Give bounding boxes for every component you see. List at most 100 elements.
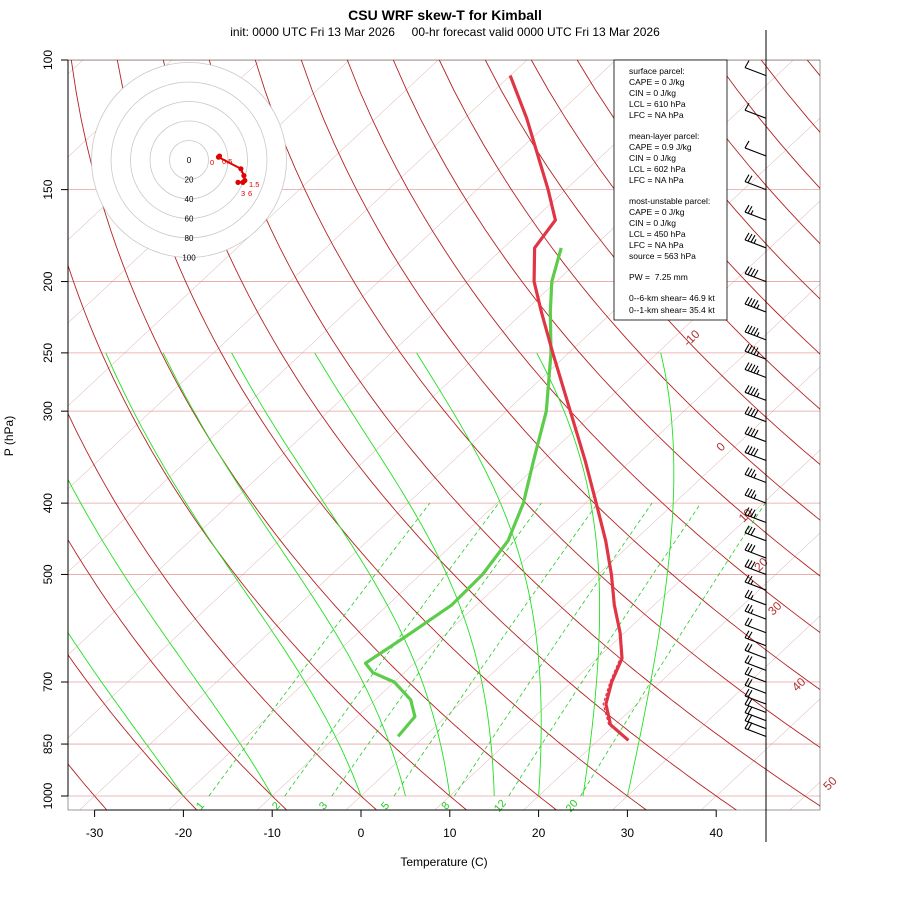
- wind-barb: [744, 643, 767, 659]
- barb-flag: [744, 713, 750, 721]
- moist-adiabat: [162, 352, 406, 797]
- mean-layer-heading: mean-layer parcel:: [629, 131, 699, 141]
- moist-adiabat: [314, 352, 495, 796]
- hodograph-height-label: 6: [248, 189, 252, 198]
- barb-flag: [747, 560, 753, 568]
- hodograph-height-label: 3: [241, 189, 245, 198]
- hodograph-height-label: 1: [240, 166, 244, 175]
- mixing-ratio-line: [284, 502, 500, 797]
- profiles: [363, 75, 630, 742]
- precipitable-water: PW = 7.25 mm: [629, 272, 688, 282]
- isotherm-label: 50: [820, 774, 840, 794]
- wind-barb: [744, 559, 767, 575]
- barb-flag: [744, 426, 750, 434]
- y-tick-label: 700: [41, 672, 55, 692]
- surface-parcel-heading: surface parcel:: [629, 66, 685, 76]
- most-unstable-lfc: LFC = NA hPa: [629, 240, 684, 250]
- dry-adiabat: [70, 60, 558, 810]
- x-tick-label: 40: [710, 826, 724, 840]
- moist-adiabat: [536, 352, 601, 797]
- mixing-ratio-label: 12: [492, 798, 509, 815]
- dewpoint-profile: [363, 247, 563, 738]
- barb-flag: [747, 543, 753, 552]
- wind-barb: [744, 232, 767, 249]
- barb-flag: [744, 445, 750, 453]
- barb-flag: [753, 429, 759, 438]
- hodograph-ring-label: 20: [185, 176, 194, 185]
- isotherm-line: [434, 449, 820, 810]
- dry-adiabat: [530, 60, 820, 410]
- barb-flag: [744, 140, 750, 149]
- moist-adiabat: [68, 478, 273, 797]
- wind-barb: [744, 507, 767, 524]
- chart-subtitle: init: 0000 UTC Fri 13 Mar 2026 00-hr for…: [230, 25, 660, 39]
- dry-adiabat: [853, 60, 900, 812]
- dry-adiabat: [438, 60, 820, 521]
- surface-cin: CIN = 0 J/kg: [629, 88, 676, 98]
- y-axis: 100 150 200 250 300 400 500 700 850 1000: [41, 50, 69, 809]
- barb-flag: [747, 386, 753, 394]
- dry-adiabat: [162, 60, 738, 810]
- moist-adiabat: [68, 631, 184, 797]
- barb-flag: [750, 561, 756, 570]
- hodograph-height-label: 0: [210, 158, 214, 167]
- x-tick-label: -20: [175, 826, 193, 840]
- wind-barb: [744, 542, 767, 559]
- barb-flag: [744, 60, 750, 68]
- hodograph-ring: [149, 120, 229, 200]
- barb-flag: [750, 268, 756, 277]
- barb-flag: [753, 388, 759, 397]
- barb-flag: [753, 448, 759, 457]
- barb-flag: [747, 267, 753, 275]
- barb-flag: [750, 490, 756, 498]
- y-tick-label: 500: [41, 564, 55, 584]
- mean-layer-lfc: LFC = NA hPa: [629, 175, 684, 185]
- x-tick-label: -10: [264, 826, 282, 840]
- barb-flag: [744, 103, 750, 111]
- barb-flag: [753, 269, 759, 278]
- x-axis-label: Temperature (C): [400, 855, 487, 869]
- mixing-ratio-line: [331, 502, 542, 797]
- mixing-ratio-line: [393, 502, 598, 797]
- surface-lfc: LFC = NA hPa: [629, 110, 684, 120]
- wind-barb: [744, 60, 767, 77]
- shear-0-6km: 0--6-km shear= 46.9 kt: [629, 293, 715, 303]
- barb-half-flag: [756, 351, 760, 357]
- barb-flag: [747, 526, 753, 535]
- wind-barb: [744, 362, 767, 378]
- isotherm-line: [68, 60, 616, 573]
- x-tick-label: 30: [621, 826, 635, 840]
- wind-barb: [744, 721, 767, 737]
- barb-flag: [744, 666, 750, 675]
- barb-flag: [750, 527, 756, 536]
- isotherm-line: [877, 60, 900, 812]
- barb-flag: [744, 559, 750, 567]
- mixing-ratio-line: [580, 502, 766, 797]
- y-tick-label: 850: [41, 734, 55, 754]
- barb-flag: [744, 525, 750, 534]
- barb-shaft: [744, 147, 767, 157]
- barb-half-flag: [756, 369, 760, 375]
- barb-flag: [747, 706, 753, 715]
- dry-adiabat: [68, 654, 198, 810]
- barb-flag: [744, 507, 750, 515]
- wind-barb: [744, 140, 767, 157]
- dry-adiabat: [68, 412, 378, 810]
- grid-clip: [68, 60, 900, 812]
- hodograph-point: [238, 166, 244, 172]
- surface-cape: CAPE = 0 J/kg: [629, 77, 685, 87]
- hodograph-ring-label: 60: [185, 215, 194, 224]
- barb-flag: [747, 363, 753, 371]
- shear-0-1km: 0--1-km shear= 35.4 kt: [629, 305, 715, 315]
- barb-flag: [750, 408, 756, 417]
- wind-barb: [744, 445, 767, 461]
- barb-flag: [744, 324, 750, 333]
- x-axis: -30 -20 -10 0 10 20 30 40: [86, 809, 724, 840]
- isotherm-line: [612, 615, 820, 810]
- barb-flag: [750, 346, 756, 354]
- isotherm-line: [789, 781, 820, 810]
- barb-flag: [747, 590, 753, 599]
- y-tick-label: 250: [41, 343, 55, 363]
